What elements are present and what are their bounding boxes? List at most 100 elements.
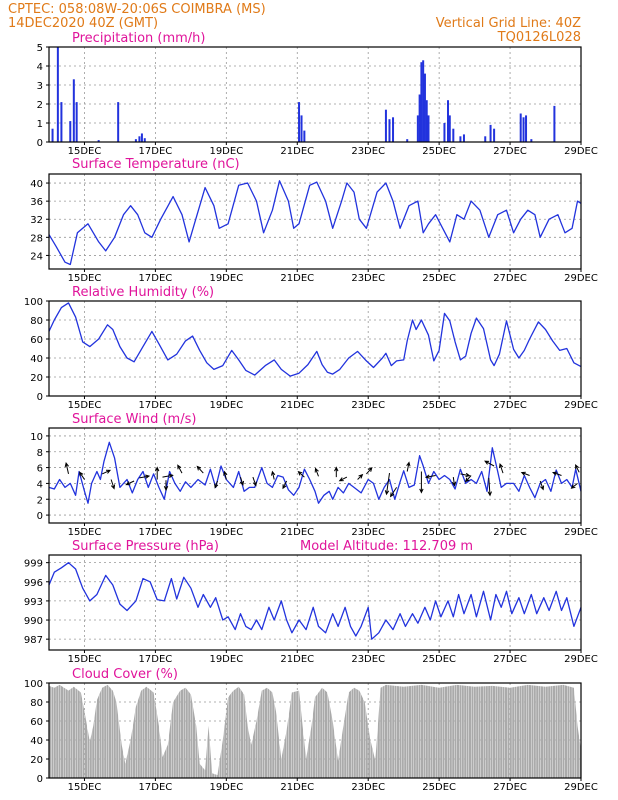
- cloud-area-bar: [569, 684, 572, 778]
- cloud-area-bar: [361, 684, 363, 778]
- cloud-area-bar: [404, 684, 407, 778]
- header-grid-note: Vertical Grid Line: 40Z: [436, 16, 581, 31]
- precip-bar: [489, 124, 492, 142]
- wind-arrow: [424, 474, 436, 479]
- press-xtick-label: 15DEC: [68, 654, 102, 665]
- precip-ytick-label: 2: [37, 100, 43, 111]
- precip-bar: [447, 100, 449, 142]
- wind-arrow: [297, 470, 305, 478]
- cloud-area-bar: [99, 684, 102, 778]
- panels: Precipitation (mm/h) 0 1 2 3 4 5 15DEC 17DEC 19DE…: [24, 31, 598, 793]
- cloud-area-bar: [298, 684, 301, 778]
- wind-arrow: [460, 472, 471, 478]
- wind-arrow: [484, 460, 495, 467]
- cloud-area-bar: [375, 684, 378, 778]
- precip-bar: [300, 115, 303, 142]
- cloud-area-bar: [80, 684, 83, 778]
- precip-panel: Precipitation (mm/h) 0 1 2 3 4 5 15DEC 17DEC 19DE…: [37, 31, 598, 157]
- cloud-area-bar: [406, 684, 409, 778]
- precip-bar: [448, 115, 451, 142]
- press-title: Surface Pressure (hPa): [72, 539, 219, 554]
- precip-bar: [143, 138, 146, 142]
- cloud-area-bar: [533, 684, 536, 778]
- cloud-area-bar: [296, 684, 299, 778]
- cloud-area-bar: [320, 684, 323, 778]
- cloud-xtick-label: 23DEC: [351, 782, 385, 793]
- rh-xtick-label: 23DEC: [351, 400, 385, 411]
- cloud-ytick-label: 60: [30, 717, 43, 728]
- cloud-area-bar: [421, 684, 423, 778]
- precip-bar: [522, 117, 525, 142]
- header-date: 14DEC2020 40Z (GMT): [8, 16, 158, 31]
- cloud-area-bar: [313, 684, 315, 778]
- precip-xtick-label: 23DEC: [351, 146, 385, 157]
- cloud-area-bar: [557, 684, 560, 778]
- cloud-area-bar: [356, 684, 359, 778]
- cloud-area-bar: [425, 684, 428, 778]
- cloud-area-bar: [123, 684, 126, 778]
- cloud-area-bar: [524, 684, 527, 778]
- cloud-area-bar: [481, 684, 483, 778]
- cloud-area-bar: [73, 684, 75, 778]
- cloud-area-bar: [387, 684, 390, 778]
- cloud-area-bar: [305, 684, 308, 778]
- cloud-area-bar: [543, 684, 546, 778]
- precip-bar: [553, 105, 556, 142]
- cloud-area-bar: [75, 684, 78, 778]
- rh-panel: Relative Humidity (%) 0 20 40 60 80 100 15DEC 17…: [24, 285, 598, 411]
- wind-arrow: [196, 465, 204, 474]
- cloud-area-bar: [161, 684, 164, 778]
- cloud-area-bar: [68, 684, 71, 778]
- cloud-area-bar: [272, 684, 275, 778]
- precip-ytick-label: 0: [37, 138, 43, 149]
- cloud-area-bar: [152, 684, 155, 778]
- cloud-area-bar: [476, 684, 479, 778]
- cloud-area-bar: [353, 684, 356, 778]
- cloud-area-bar: [113, 684, 116, 778]
- cloud-area-bar: [478, 684, 481, 778]
- cloud-area-bar: [291, 684, 294, 778]
- cloud-area-bar: [430, 684, 433, 778]
- precip-bar: [384, 109, 387, 142]
- cloud-area-bar: [111, 684, 114, 778]
- cloud-area-bar: [149, 684, 152, 778]
- cloud-area-bar: [401, 684, 404, 778]
- cloud-area-bar: [253, 684, 255, 778]
- precip-bar: [138, 136, 141, 142]
- precip-bar: [117, 102, 120, 142]
- cloud-area-bar: [56, 684, 59, 778]
- wind-arrow: [139, 474, 151, 479]
- cloud-area-bar: [274, 684, 277, 778]
- cloud-area-bar: [555, 684, 558, 778]
- cloud-area-bar: [538, 684, 541, 778]
- cloud-area-bar: [382, 684, 385, 778]
- cloud-area-bar: [495, 684, 498, 778]
- cloud-area-bar: [457, 684, 459, 778]
- cloud-area-bar: [118, 684, 121, 778]
- cloud-area-bar: [269, 684, 272, 778]
- rh-ytick-label: 0: [37, 392, 43, 403]
- wind-panel: Surface Wind (m/s) 0 2 4 6 8 10 15DEC 17DEC 19DEC…: [30, 412, 598, 538]
- cloud-area-bar: [363, 684, 366, 778]
- cloud-area-bar: [411, 684, 414, 778]
- cloud-area-bar: [435, 684, 438, 778]
- wind-arrow: [552, 471, 562, 476]
- cloud-area-bar: [459, 684, 462, 778]
- cloud-area-bar: [166, 684, 169, 778]
- press-series-line: [48, 562, 582, 640]
- precip-bar: [420, 62, 423, 143]
- cloud-area-bar: [548, 684, 551, 778]
- temp-frame: [48, 173, 582, 270]
- cloud-xtick-label: 21DEC: [280, 782, 314, 793]
- cloud-area-bar: [209, 684, 212, 778]
- cloud-area-bar: [87, 684, 90, 778]
- cloud-area-bar: [205, 684, 207, 778]
- cloud-ytick-label: 20: [30, 755, 43, 766]
- temp-xtick-label: 19DEC: [209, 273, 243, 284]
- cloud-frame: [48, 682, 582, 779]
- cloud-area-bar: [502, 684, 505, 778]
- wind-arrow: [384, 473, 390, 496]
- precip-bar: [452, 128, 455, 142]
- cloud-area-bar: [418, 684, 421, 778]
